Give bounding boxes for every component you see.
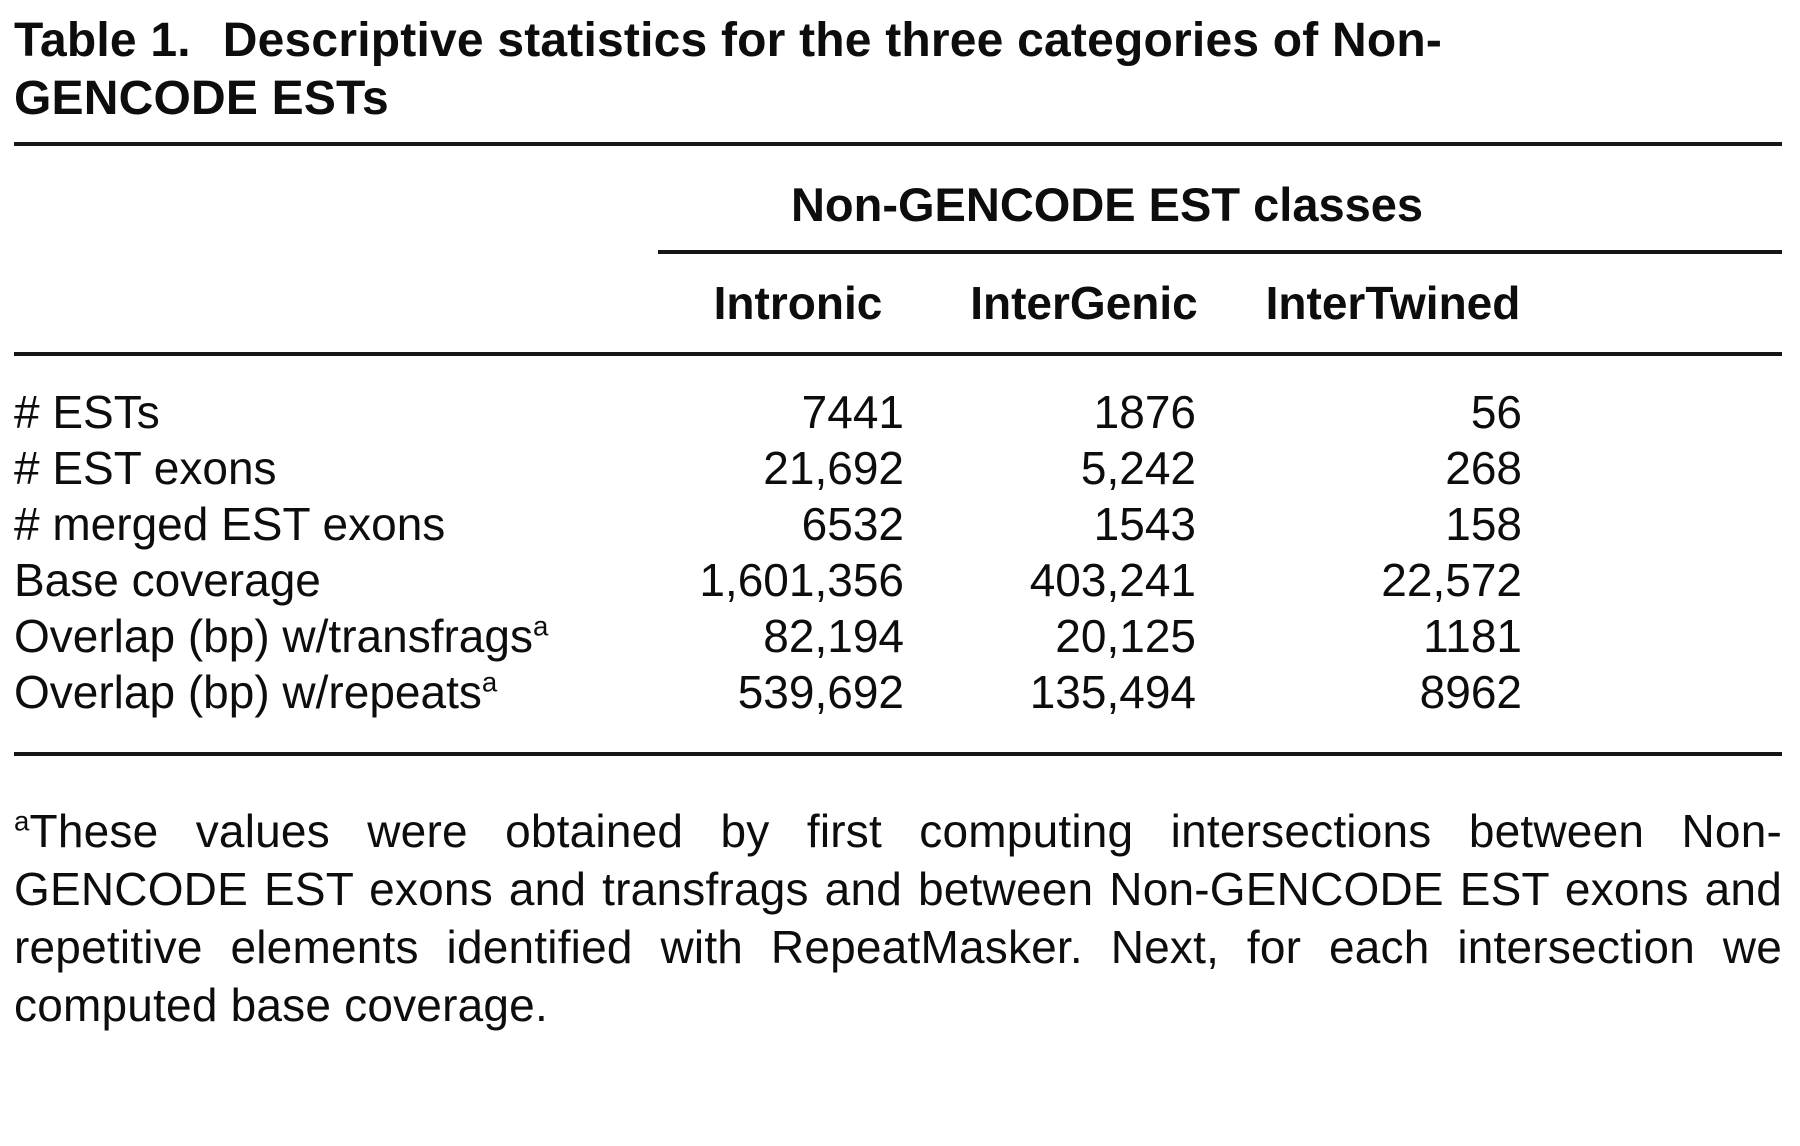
table-body: # ESTs 7441 1876 56 # EST exons 21,692 5… [14,356,1782,752]
spanner-header-row: Non-GENCODE EST classes [14,178,1782,254]
row-label: Overlap (bp) w/transfragsa [14,608,658,664]
cell-value: 403,241 [1029,554,1196,606]
cell-value: 82,194 [763,610,904,662]
row-filler [1556,440,1782,496]
cell-value: 6532 [801,498,904,550]
row-label-text: # ESTs [14,386,160,438]
row-label-text: Base coverage [14,554,321,606]
table-row: Base coverage 1,601,356 403,241 22,572 [14,552,1782,608]
rule-under-spanner [658,250,1782,254]
row-filler [1556,608,1782,664]
table-row: Overlap (bp) w/repeatsa 539,692 135,494 … [14,664,1782,720]
superscript-marker: a [532,610,549,642]
row-label: # merged EST exons [14,496,658,552]
column-header-intergenic: InterGenic [970,277,1198,329]
row-filler [1556,384,1782,440]
row-label: Overlap (bp) w/repeatsa [14,664,658,720]
row-filler [1556,552,1782,608]
rule-under-caption [14,142,1782,146]
row-label-text: # EST exons [14,442,277,494]
column-header-row: Intronic InterGenic InterTwined [14,254,1782,352]
footnote-marker: a [14,805,30,837]
table-row: # merged EST exons 6532 1543 158 [14,496,1782,552]
cell-value: 1876 [1093,386,1196,438]
cell-value: 158 [1445,498,1522,550]
row-label: # EST exons [14,440,658,496]
table-row: # ESTs 7441 1876 56 [14,384,1782,440]
cell-value: 539,692 [737,666,904,718]
cell-value: 21,692 [763,442,904,494]
column-header-intronic: Intronic [713,277,883,329]
column-header-intertwined: InterTwined [1265,277,1521,329]
table-row: Overlap (bp) w/transfragsa 82,194 20,125… [14,608,1782,664]
table-number: Table 1. [14,14,191,67]
row-label-text: # merged EST exons [14,498,446,550]
row-label: Base coverage [14,552,658,608]
row-label-text: Overlap (bp) w/transfrags [14,610,533,662]
cell-value: 5,242 [1080,442,1196,494]
spanner-header: Non-GENCODE EST classes [790,178,1424,231]
column-header-spacer [14,254,658,352]
table-row: # EST exons 21,692 5,242 268 [14,440,1782,496]
row-filler [1556,496,1782,552]
footnote: aThese values were obtained by first com… [14,802,1782,1034]
cell-value: 20,125 [1055,610,1196,662]
rule-under-body [14,752,1782,756]
cell-value: 56 [1470,386,1522,438]
row-filler [1556,664,1782,720]
footnote-text: These values were obtained by first comp… [14,805,1782,1031]
superscript-marker: a [481,666,498,698]
table-caption: Table 1. Descriptive statistics for the t… [14,12,1604,128]
cell-value: 8962 [1419,666,1522,718]
table-caption-text: Descriptive statistics for the three cat… [14,14,1443,125]
row-label: # ESTs [14,384,658,440]
cell-value: 135,494 [1029,666,1196,718]
cell-value: 7441 [801,386,904,438]
rule-under-headers [14,352,1782,356]
cell-value: 22,572 [1381,554,1522,606]
cell-value: 1543 [1093,498,1196,550]
cell-value: 1,601,356 [699,554,904,606]
cell-value: 1181 [1423,610,1522,662]
cell-value: 268 [1445,442,1522,494]
column-header-filler [1556,254,1782,352]
row-label-text: Overlap (bp) w/repeats [14,666,482,718]
